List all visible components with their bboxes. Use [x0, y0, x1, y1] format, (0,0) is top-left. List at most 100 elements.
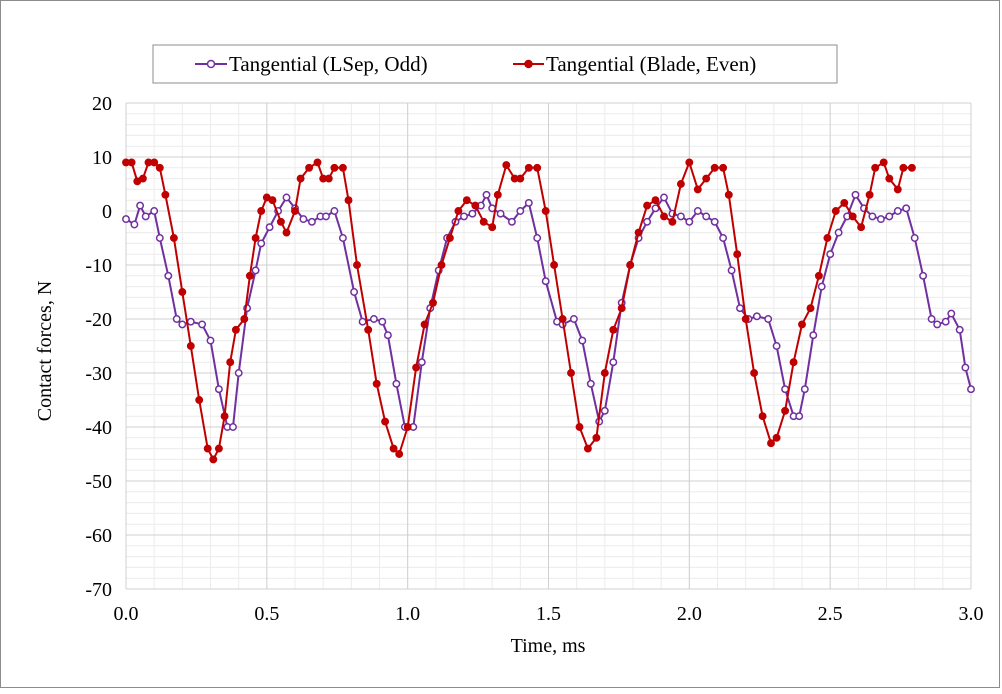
series-1: [122, 190, 975, 431]
data-point: [403, 423, 412, 431]
data-point: [806, 304, 815, 313]
data-point: [412, 363, 421, 372]
data-point: [685, 158, 694, 167]
data-point: [569, 315, 578, 323]
data-point: [257, 207, 266, 215]
data-point: [586, 379, 595, 388]
data-point: [445, 234, 454, 242]
data-point: [209, 455, 218, 464]
data-point: [178, 288, 187, 296]
data-point: [902, 204, 911, 213]
data-point: [206, 336, 215, 345]
y-tick-label: -60: [85, 525, 112, 547]
data-point: [138, 174, 147, 183]
data-point: [257, 239, 266, 248]
series-2: [122, 158, 916, 464]
data-point: [282, 228, 291, 237]
data-point: [541, 207, 550, 215]
data-point: [626, 261, 635, 269]
data-point: [291, 207, 299, 215]
data-point: [741, 315, 750, 323]
data-point: [282, 193, 291, 202]
data-point: [186, 342, 195, 350]
y-tick-label: -20: [85, 309, 112, 331]
data-point: [609, 358, 618, 367]
legend-label-series-2: Tangential (Blade, Even): [546, 52, 756, 76]
data-point: [885, 212, 894, 221]
data-point: [245, 271, 254, 280]
data-point: [516, 174, 525, 183]
data-point: [507, 217, 516, 226]
data-point: [927, 315, 936, 323]
data-point: [947, 309, 956, 318]
data-point: [127, 158, 136, 167]
data-point: [234, 369, 243, 377]
data-point: [161, 190, 170, 199]
data-point: [583, 444, 592, 453]
data-point: [789, 358, 798, 367]
data-point: [533, 234, 542, 242]
data-point: [524, 198, 533, 207]
x-tick-label: 0.0: [114, 603, 139, 625]
data-point: [429, 298, 437, 307]
data-point: [479, 217, 488, 226]
data-point: [169, 234, 178, 242]
data-point: [460, 212, 468, 221]
data-point: [164, 271, 173, 280]
data-point: [203, 444, 212, 453]
data-point: [660, 193, 668, 202]
x-axis-ticks: 0.0 0.5 1.0 1.5 2.0 2.5 3.0: [114, 603, 984, 625]
data-point: [967, 385, 975, 394]
data-point: [592, 433, 601, 442]
data-point: [840, 198, 849, 207]
data-point: [150, 158, 159, 167]
data-point: [307, 217, 316, 226]
data-point: [941, 317, 950, 326]
data-point: [899, 163, 908, 172]
data-point: [764, 315, 773, 323]
data-point: [226, 358, 235, 367]
data-point: [955, 325, 964, 334]
data-point: [195, 396, 204, 404]
data-point: [378, 317, 387, 326]
data-point: [322, 212, 330, 221]
data-point: [251, 234, 260, 242]
data-point: [240, 315, 249, 323]
legend: Tangential (LSep, Odd) Tangential (Blade…: [152, 44, 838, 84]
data-point: [122, 215, 130, 224]
data-point: [353, 261, 361, 269]
data-point: [229, 423, 237, 431]
data-point: [516, 207, 525, 215]
data-point: [767, 439, 775, 448]
data-point: [933, 320, 942, 329]
data-point: [550, 261, 559, 269]
x-tick-label: 2.5: [818, 603, 843, 625]
data-point: [575, 423, 584, 431]
data-point: [907, 163, 916, 172]
data-point: [488, 223, 497, 232]
data-point: [910, 234, 919, 242]
data-point: [919, 271, 928, 280]
x-tick-label: 0.5: [254, 603, 279, 625]
data-point: [392, 379, 401, 388]
data-point: [186, 317, 195, 326]
data-point: [338, 234, 347, 242]
data-point: [634, 228, 643, 237]
data-point: [651, 196, 660, 205]
legend-box: [152, 44, 838, 84]
data-point: [330, 163, 339, 172]
data-point: [831, 207, 840, 215]
data-point: [660, 212, 668, 221]
data-point: [750, 369, 759, 377]
data-point: [558, 315, 567, 323]
data-point: [724, 190, 733, 199]
data-point: [693, 185, 702, 194]
data-point: [676, 212, 685, 221]
data-point: [251, 266, 260, 275]
data-point: [719, 163, 728, 172]
data-point: [389, 444, 398, 453]
data-point: [668, 217, 677, 226]
data-point: [736, 304, 744, 313]
data-point: [496, 209, 505, 218]
